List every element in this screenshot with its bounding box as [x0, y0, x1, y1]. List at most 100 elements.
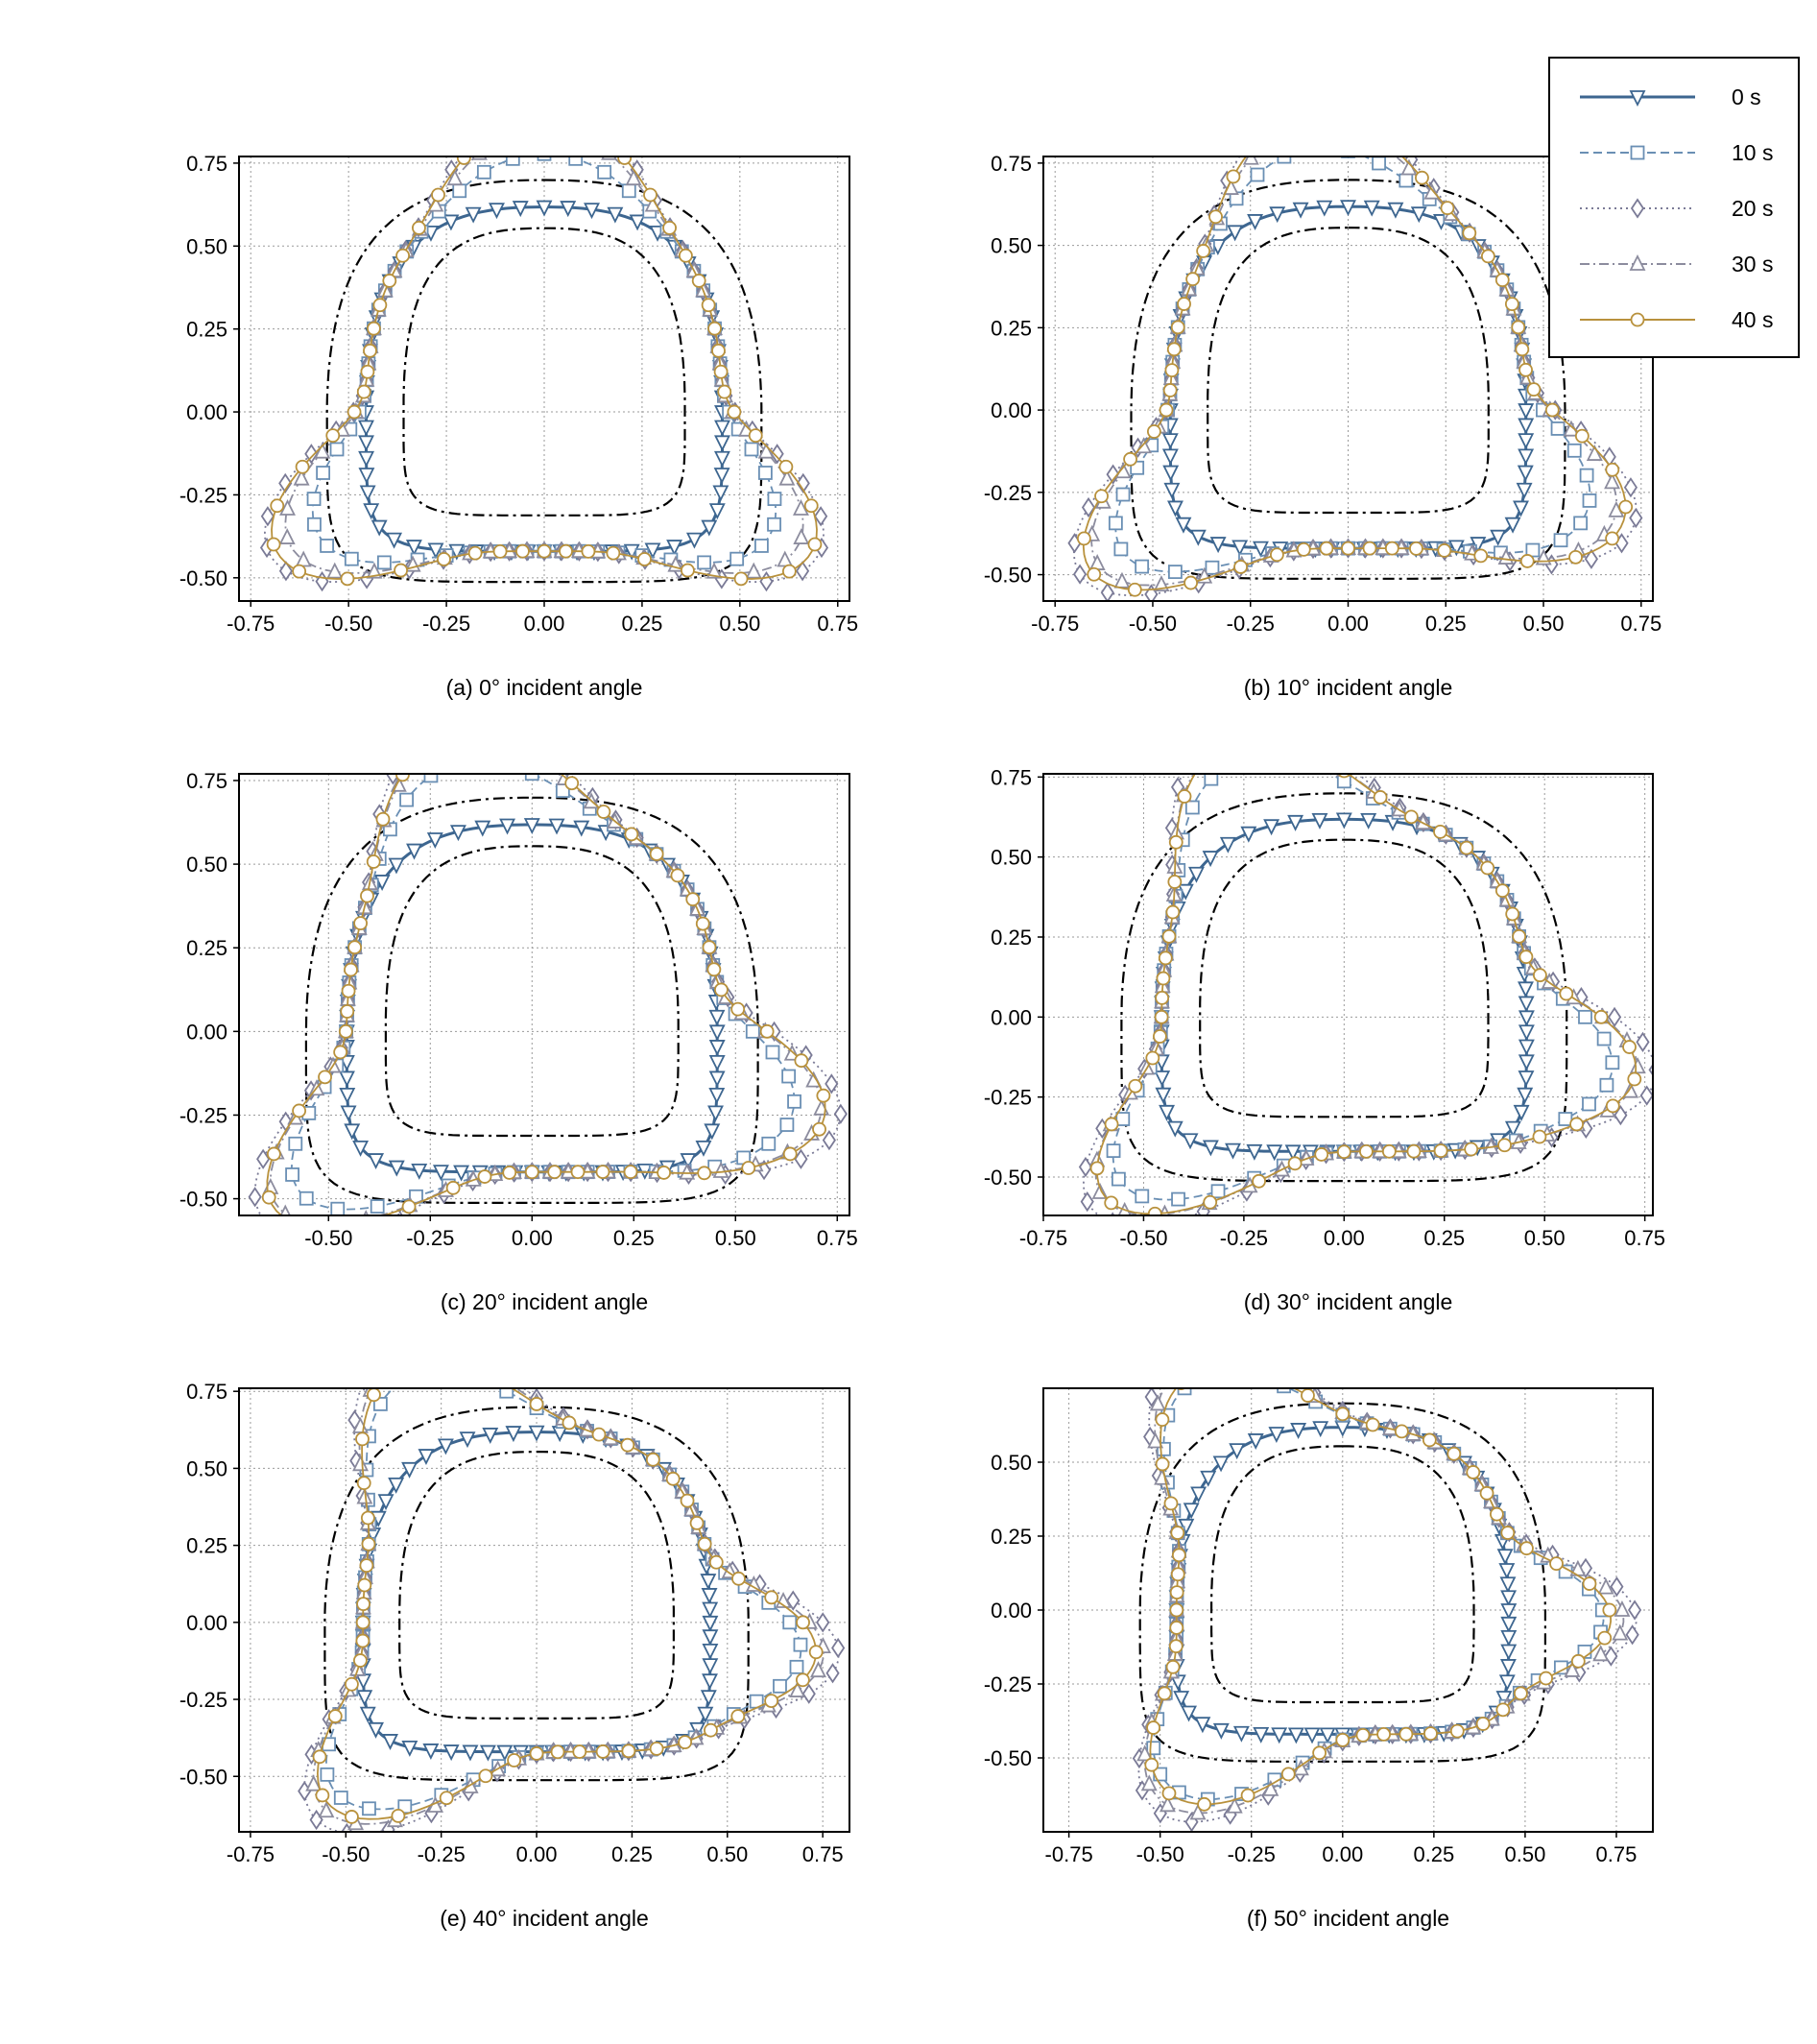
data-point-triangle-up [352, 1455, 369, 1472]
data-point-triangle-down [344, 1123, 361, 1141]
data-point-triangle-down [338, 1070, 355, 1088]
data-point-diamond [418, 1335, 430, 1352]
data-point-square [1553, 533, 1568, 548]
data-point-diamond [759, 571, 774, 592]
data-point-square [745, 1023, 760, 1039]
data-point-triangle-up [462, 1355, 475, 1368]
data-point-circle [1384, 541, 1399, 556]
data-point-square [773, 1678, 787, 1694]
envelope-inner-curve [402, 227, 686, 517]
data-point-circle [355, 1431, 370, 1447]
data-point-circle [467, 545, 483, 561]
data-point-triangle-down [505, 1426, 522, 1443]
plot-area [1067, 116, 1643, 601]
data-point-triangle-down [697, 1706, 714, 1723]
data-point-square [376, 555, 392, 570]
data-point-circle [680, 1493, 695, 1508]
data-point-triangle-down [584, 203, 600, 220]
data-point-triangle-down [1269, 206, 1286, 224]
data-point-circle [1518, 950, 1534, 965]
data-point-circle [1164, 363, 1180, 378]
legend-label: 30 s [1732, 252, 1773, 277]
data-point-circle [395, 248, 410, 263]
data-point-triangle-down [401, 1740, 418, 1757]
data-point-square [787, 1094, 801, 1109]
data-point-circle [1627, 1071, 1642, 1087]
y-tick-label: 0.00 [991, 1599, 1032, 1623]
data-point-triangle-down [358, 468, 375, 485]
data-point-circle [695, 916, 710, 931]
data-point-diamond [1260, 714, 1272, 732]
data-point-triangle-up [1305, 116, 1319, 130]
data-point-circle [456, 156, 471, 165]
y-tick-label: 0.50 [991, 846, 1032, 870]
data-point-triangle-down [359, 485, 376, 502]
data-point-diamond [1162, 1357, 1174, 1374]
series-40s [1144, 1388, 1617, 1812]
data-point-circle [701, 298, 716, 313]
data-point-triangle-down [465, 206, 482, 224]
data-point-circle [689, 1515, 705, 1530]
data-point-triangle-up [305, 1774, 323, 1792]
data-point-diamond [770, 444, 784, 465]
data-point-circle [1570, 1653, 1586, 1669]
data-point-triangle-down [1219, 836, 1236, 854]
x-tick-label: 0.00 [512, 1226, 553, 1250]
x-tick-label: 0.50 [706, 1842, 748, 1866]
data-point-triangle-up [1168, 1366, 1182, 1380]
data-point-square [344, 551, 359, 566]
data-point-circle [1394, 1424, 1409, 1439]
data-point-square [1204, 774, 1219, 786]
y-tick-label: 0.25 [186, 1534, 227, 1558]
data-point-triangle-down [548, 818, 565, 835]
data-point-circle [1270, 547, 1284, 563]
data-point-triangle-down [426, 832, 443, 850]
data-point-circle [1335, 1732, 1351, 1747]
y-tick-label: -0.25 [179, 1688, 227, 1712]
data-point-circle [353, 916, 368, 931]
data-point-square [1115, 1112, 1131, 1126]
data-point-circle [1341, 541, 1355, 556]
data-point-circle [1415, 170, 1429, 185]
data-point-circle [1128, 1078, 1143, 1094]
y-tick-label: 0.25 [186, 936, 227, 960]
x-tick-label: -0.75 [1045, 1842, 1093, 1866]
data-point-diamond [470, 131, 482, 148]
data-point-square [397, 1375, 410, 1387]
data-point-circle [1479, 1485, 1494, 1501]
data-point-square [754, 539, 769, 553]
data-point-circle [1446, 1446, 1462, 1461]
data-point-triangle-down [1159, 1104, 1176, 1121]
data-point-circle [670, 868, 685, 883]
data-point-circle [796, 1615, 810, 1630]
data-point-circle [340, 571, 355, 587]
data-point-triangle-down [1163, 482, 1181, 499]
y-tick-label: 0.00 [991, 398, 1032, 422]
data-point-diamond [1627, 1599, 1642, 1621]
data-point-triangle-down [1263, 819, 1280, 836]
data-point-triangle-down [1247, 1433, 1264, 1450]
data-point-triangle-down [702, 1601, 719, 1619]
data-point-triangle-down [1504, 1120, 1521, 1138]
data-point-circle [1155, 1412, 1170, 1428]
panel-caption: (c) 20° incident angle [441, 1289, 648, 1314]
data-point-circle [1153, 1029, 1167, 1044]
data-point-triangle-down [713, 450, 730, 468]
data-point-triangle-down [422, 1743, 440, 1760]
panel-f: -0.75 -0.50 -0.25 0.00 0.25 0.50 0.75 -0.50 -0.2… [984, 1357, 1654, 1931]
data-point-diamond [382, 1344, 394, 1361]
data-point-triangle-down [377, 1494, 394, 1511]
data-point-triangle-down [453, 1165, 470, 1182]
data-point-circle [1147, 1206, 1162, 1215]
data-point-triangle-down [1319, 1727, 1336, 1744]
y-tick-label: 0.75 [991, 152, 1032, 176]
x-tick-label: -0.25 [406, 1226, 454, 1250]
data-point-circle [345, 1676, 359, 1692]
data-point-square [1146, 1741, 1161, 1756]
y-tick-label: 0.50 [186, 234, 227, 258]
data-point-triangle-down [1490, 529, 1507, 546]
data-point-circle [1155, 1456, 1170, 1472]
data-point-triangle-down [1232, 1725, 1250, 1743]
panel-b: -0.75 -0.50 -0.25 0.00 0.25 0.50 0.75 -0.50 -0.2… [984, 116, 1662, 700]
